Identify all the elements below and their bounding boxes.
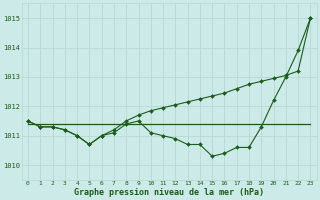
X-axis label: Graphe pression niveau de la mer (hPa): Graphe pression niveau de la mer (hPa) [74,188,264,197]
